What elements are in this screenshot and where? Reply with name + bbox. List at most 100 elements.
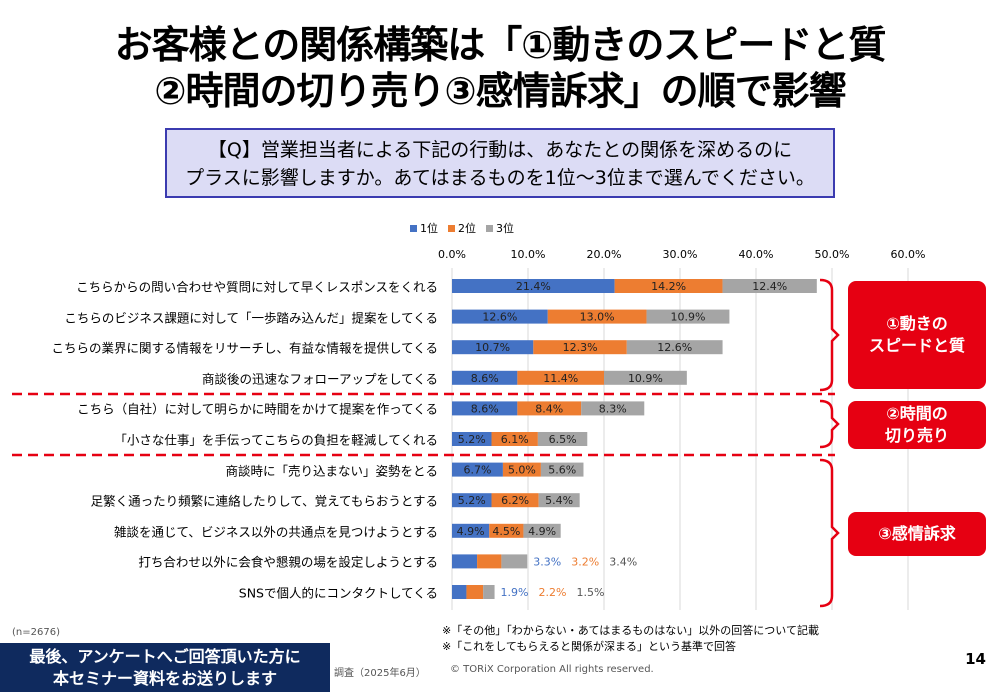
category-label: 「小さな仕事」を手伝ってこちらの負担を軽減してくれる [114, 432, 438, 448]
data-label: 6.7% [463, 464, 491, 477]
legend-label: 2位 [458, 222, 476, 235]
bar-segment [452, 554, 478, 569]
data-label: 6.1% [501, 433, 529, 446]
data-label: 8.6% [471, 402, 499, 415]
bar-segment [452, 309, 548, 324]
bar-segment [502, 462, 541, 477]
bar-segment [614, 279, 723, 293]
tick-label: 40.0% [739, 248, 774, 261]
bar-segment [581, 401, 645, 416]
data-label: 1.5% [577, 586, 605, 599]
data-label: 10.9% [671, 311, 706, 324]
banner-line2: 本セミナー資料をお送りします [52, 669, 277, 688]
note-1: ※「その他」「わからない・あてはまるものはない」以外の回答について記載 [442, 624, 819, 637]
data-label: 5.2% [458, 494, 486, 507]
group-label: ①動きの [886, 314, 948, 333]
legend-item: 3位 [486, 220, 514, 236]
bar-segment [477, 554, 502, 569]
data-label: 3.4% [609, 555, 637, 568]
data-label: 4.5% [492, 525, 520, 538]
bar-segment [452, 279, 615, 293]
category-label: 商談後の迅速なフォローアップをしてくる [201, 371, 438, 387]
bar-segment [646, 309, 730, 324]
data-label: 14.2% [651, 280, 686, 293]
data-label: 5.4% [545, 494, 573, 507]
tick-label: 20.0% [587, 248, 622, 261]
data-label: 3.3% [533, 555, 561, 568]
bar-segment [501, 554, 528, 569]
data-label: 8.3% [599, 402, 627, 415]
legend-item: 2位 [448, 220, 476, 236]
tick-label: 10.0% [511, 248, 546, 261]
group-label: ②時間の [886, 404, 948, 423]
tick-label: 30.0% [663, 248, 698, 261]
category-label: こちらからの問い合わせや質問に対して早くレスポンスをくれる [76, 279, 438, 295]
bar-segment [491, 493, 539, 508]
bar-segment [517, 401, 582, 416]
bar-segment [538, 493, 580, 508]
data-label: 6.5% [549, 433, 577, 446]
bar-segment [547, 309, 647, 324]
group-badge-time: ②時間の切り売り [848, 401, 986, 449]
tick-label: 50.0% [815, 248, 850, 261]
question-box: 【Q】営業担当者による下記の行動は、あなたとの関係を深めるのに プラスに影響しま… [165, 128, 835, 198]
group-badge-speed: ①動きのスピードと質 [848, 281, 986, 389]
data-label: 10.7% [475, 341, 510, 354]
copyright: © TORiX Corporation All rights reserved. [450, 664, 654, 675]
page-title-line1: お客様との関係構築は「①動きのスピードと質 [114, 23, 887, 67]
data-label: 2.2% [539, 586, 567, 599]
page-number: 14 [965, 650, 986, 668]
note-2: ※「これをしてもらえると関係が深まる」という基準で回答 [442, 640, 737, 653]
bar-segment [452, 585, 467, 599]
tick-label: 0.0% [438, 248, 466, 261]
data-label: 10.9% [628, 372, 663, 385]
bar-segment [452, 523, 490, 538]
category-label: こちらのビジネス課題に対して「一歩踏み込んだ」提案をしてくる [64, 310, 438, 326]
question-line1: 【Q】営業担当者による下記の行動は、あなたとの関係を深めるのに [207, 139, 793, 161]
data-label: 13.0% [580, 311, 615, 324]
legend-label: 3位 [496, 222, 514, 235]
category-label: こちらの業界に関する情報をリサーチし、有益な情報を提供してくる [51, 340, 438, 356]
category-label: 打ち合わせ以外に会食や懇親の場を設定しようとする [138, 554, 438, 570]
survey-banner[interactable]: 最後、アンケートへご回答頂いた方に 本セミナー資料をお送りします [0, 643, 330, 692]
bar-segment [537, 432, 588, 446]
bar-segment [604, 370, 687, 385]
data-label: 1.9% [501, 586, 529, 599]
data-label: 3.2% [571, 555, 599, 568]
bar-segment [491, 432, 538, 446]
tick-label: 60.0% [891, 248, 926, 261]
data-label: 6.2% [501, 494, 529, 507]
group-badge-emotion: ③感情訴求 [848, 512, 986, 556]
data-label: 4.9% [528, 525, 556, 538]
source-note: 調査（2025年6月） [334, 668, 426, 679]
data-label: 21.4% [516, 280, 551, 293]
group-label: スピードと質 [868, 336, 965, 355]
data-label: 8.6% [471, 372, 499, 385]
data-label: 5.6% [548, 464, 576, 477]
bar-segment [722, 279, 817, 293]
category-label: 商談時に「売り込まない」姿勢をとる [225, 463, 438, 479]
data-label: 12.6% [657, 341, 692, 354]
bar-segment [452, 370, 518, 385]
group-bracket [819, 399, 840, 449]
group-label: 切り売り [884, 426, 949, 445]
page-title-line2: ②時間の切り売り③感情訴求」の順で影響 [154, 69, 846, 113]
bar-segment [523, 523, 561, 538]
data-label: 11.4% [543, 372, 578, 385]
group-label: ③感情訴求 [878, 524, 956, 543]
bar-segment [466, 585, 484, 599]
sample-size: (n=2676) [12, 627, 60, 638]
legend-item: 1位 [410, 220, 438, 236]
bar-segment [452, 462, 503, 477]
category-label: SNSで個人的にコンタクトしてくる [238, 585, 438, 601]
data-label: 8.4% [535, 402, 563, 415]
question-line2: プラスに影響しますか。あてはまるものを1位～3位まで選んでください。 [185, 167, 815, 189]
bar-segment [517, 370, 604, 385]
bar-segment [540, 462, 584, 477]
group-bracket [819, 458, 840, 608]
bar-segment [483, 585, 495, 599]
bar-segment [452, 493, 492, 508]
category-label: 足繁く通ったり頻繁に連絡したりして、覚えてもらおうとする [90, 493, 438, 509]
data-label: 12.3% [563, 341, 598, 354]
